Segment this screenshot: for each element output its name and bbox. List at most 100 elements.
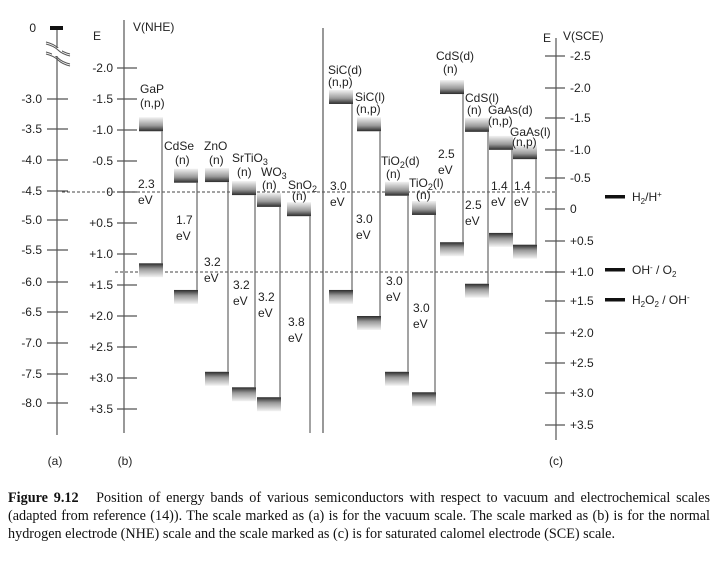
semiconductor-name-text: TiO [409, 176, 428, 190]
band-gap-unit: eV [386, 290, 401, 304]
semiconductor-type: (n,p) [328, 75, 353, 89]
axis-a-tick-label: -3.5 [21, 122, 42, 136]
band-gap-value: 3.0 [413, 301, 430, 315]
conduction-band-box [440, 80, 464, 95]
semiconductor-tiol: TiO2(l)(n) 3.0 eV [409, 176, 444, 407]
semiconductor-tiod: TiO2(d)(n)3.0eV [381, 154, 420, 386]
axis-b-tick-label: +1.5 [89, 278, 113, 292]
semiconductor-name-text: SiC(d) [328, 63, 362, 77]
semiconductor-cdsl: CdS(l)(n) 2.5 eV [465, 91, 499, 298]
axis-b-label: (b) [118, 454, 133, 468]
semiconductor-name-text: GaAs(d) [488, 103, 533, 117]
figure-number: Figure 9.12 [8, 490, 79, 506]
band-gap-unit: eV [176, 229, 191, 243]
semiconductor-name: CdSe [164, 139, 194, 153]
band-gap-value: 3.0 [330, 179, 347, 193]
semiconductor-name: TiO2(d) [381, 154, 420, 170]
semiconductor-wo: WO3(n)3.2eV [257, 165, 287, 412]
valence-band-box [465, 283, 489, 298]
semiconductor-name-text: TiO [381, 154, 400, 168]
redox-label-0: H2/H+ [632, 190, 662, 206]
redox-label-part: H [632, 190, 641, 204]
axis-b-tick-label: -0.5 [92, 154, 113, 168]
axis-b-title: V(NHE) [133, 20, 174, 34]
semiconductor-name-subscript: 2 [400, 160, 405, 170]
semiconductor-name-suffix: (d) [405, 154, 420, 168]
band-gap-unit: eV [330, 195, 345, 209]
semiconductor-name: GaAs(l) [510, 125, 551, 139]
valence-band-box [489, 232, 513, 247]
axis-b-tick-label: +0.5 [89, 216, 113, 230]
redox-marker [605, 268, 625, 272]
semiconductor-name: CdS(l) [465, 91, 499, 105]
semiconductor-name-subscript: 3 [282, 171, 287, 181]
conduction-band-box [139, 117, 163, 132]
conduction-band-box [465, 117, 489, 132]
redox-label-part: /H [645, 190, 657, 204]
axis-c-tick-label: +3.5 [570, 418, 594, 432]
axis-a-tick-label: -8.0 [21, 396, 42, 410]
semiconductor-name-text: SnO [288, 178, 312, 192]
semiconductor-cdse: CdSe(n) 1.7 eV [164, 139, 198, 304]
valence-band-box [412, 392, 436, 407]
semiconductor-name: SiC(d) [328, 63, 362, 77]
semiconductor-type: (n) [292, 189, 307, 203]
band-gap-value: 3.8 [288, 315, 305, 329]
axis-c-tick-label: +2.0 [570, 326, 594, 340]
axis-c-e-label: E [543, 31, 551, 45]
semiconductor-name-text: CdS(l) [465, 91, 499, 105]
semiconductor-type: (n,p) [488, 114, 513, 128]
semiconductor-name-text: SiC(l) [355, 90, 385, 104]
conduction-band-box [257, 192, 281, 207]
valence-band-box [329, 289, 353, 304]
band-gap-value: 2.5 [438, 147, 455, 161]
semiconductor-name-text: GaP [140, 82, 164, 96]
axis-a-tick-label: -5.5 [21, 243, 42, 257]
semiconductor-name-subscript: 3 [263, 157, 268, 167]
axis-c-tick-label: +0.5 [570, 234, 594, 248]
axis-b-tick-label: -1.0 [92, 123, 113, 137]
axis-a-zero-tick [50, 26, 63, 30]
band-gap-unit: eV [465, 214, 480, 228]
redox-label-part: 2 [641, 300, 646, 309]
valence-band-box [357, 316, 381, 330]
axis-b-tick-label: +2.0 [89, 309, 113, 323]
axis-b-tick-label: +3.0 [89, 371, 113, 385]
semiconductor-name: TiO2(l) [409, 176, 444, 192]
semiconductor-type: (n) [443, 62, 458, 76]
band-gap-value: 3.2 [258, 290, 275, 304]
valence-band-box [205, 371, 229, 386]
axis-a-label: (a) [48, 454, 63, 468]
band-gap-value: 1.4 [491, 179, 508, 193]
conduction-band-box [357, 117, 381, 132]
semiconductor-type: (n) [175, 153, 190, 167]
redox-label-part: + [657, 190, 662, 199]
axis-a-tick-label: -5.0 [21, 213, 42, 227]
semiconductor-type: (n) [386, 167, 401, 181]
band-gap-value: 3.0 [386, 274, 403, 288]
axis-break-icon [45, 43, 71, 67]
axis-c-tick-label: -1.0 [570, 143, 591, 157]
redox-label-part: 2 [654, 300, 659, 309]
band-gap-unit: eV [514, 195, 529, 209]
semiconductor-type: (n,p) [140, 96, 165, 110]
semiconductor-sicl: SiC(l)(n,p) 3.0 eV [355, 90, 385, 330]
semiconductor-gap: GaP(n,p) 2.3 eV [138, 82, 165, 278]
redox-marker [605, 298, 625, 302]
axis-c-tick-label: -1.5 [570, 111, 591, 125]
axis-a-tick-label: -4.0 [21, 153, 42, 167]
band-gap-unit: eV [258, 306, 273, 320]
band-gap-value: 3.0 [356, 212, 373, 226]
semiconductor-name: SnO2 [288, 178, 317, 194]
caption-text: Position of energy bands of various semi… [8, 490, 711, 542]
axis-a-tick-label: -3.0 [21, 92, 42, 106]
semiconductor-gaasd: GaAs(d)(n,p) 1.4 eV [488, 103, 533, 247]
conduction-band-box [489, 135, 513, 150]
axis-c-tick-label: +1.5 [570, 294, 594, 308]
axis-c-tick-label: -2.5 [570, 49, 591, 63]
axis-a-tick-label: -7.0 [21, 336, 42, 350]
semiconductor-name-suffix: (l) [433, 176, 444, 190]
valence-band-box [174, 289, 198, 304]
conduction-band-box [174, 168, 198, 183]
axis-c-tick-label: -0.5 [570, 171, 591, 185]
